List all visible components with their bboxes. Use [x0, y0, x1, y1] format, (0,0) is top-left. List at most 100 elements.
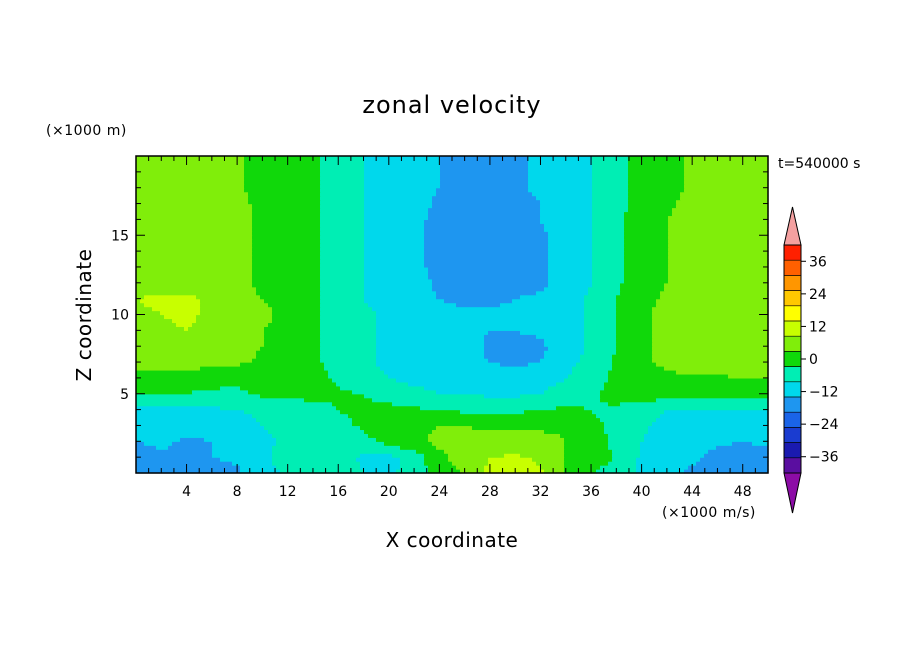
contour-cell	[264, 298, 321, 304]
contour-cell	[320, 346, 377, 351]
contour-cell	[588, 286, 621, 292]
contour-cell	[536, 195, 593, 201]
contour-cell	[616, 314, 653, 320]
contour-cell	[572, 369, 609, 375]
contour-cell	[652, 354, 769, 359]
contour-cell	[584, 342, 617, 347]
contour-cell	[432, 282, 549, 288]
contour-cell	[644, 433, 769, 438]
contour-cell	[440, 175, 529, 181]
contour-cell	[564, 469, 597, 474]
contour-cell	[648, 429, 769, 434]
contour-cell	[604, 385, 769, 391]
contour-cell	[424, 223, 545, 228]
colorbar-band	[784, 397, 801, 413]
contour-cell	[136, 330, 265, 335]
contour-cell	[320, 358, 377, 363]
contour-cell	[472, 425, 605, 431]
contour-cell	[636, 457, 701, 462]
contour-cell	[436, 425, 473, 431]
contour-cell	[584, 346, 617, 351]
contour-cell	[320, 175, 365, 181]
contour-cell	[136, 425, 265, 431]
contour-cell	[364, 191, 437, 197]
contour-cell	[588, 290, 621, 296]
contour-cell	[392, 401, 609, 407]
contour-cell	[136, 362, 241, 367]
contour-cell	[320, 290, 365, 296]
colorbar-band	[784, 321, 801, 337]
contour-cell	[136, 207, 253, 213]
contour-cell	[608, 369, 677, 375]
contour-cell	[332, 377, 397, 383]
contour-cell	[668, 255, 769, 260]
x-tick-label: 12	[279, 484, 297, 500]
contour-cell	[320, 262, 365, 268]
contour-cell	[544, 350, 585, 355]
contour-cell	[524, 409, 593, 415]
y-axis: 5 10 15	[111, 155, 768, 474]
contour-cell	[424, 219, 541, 224]
contour-cell	[244, 163, 321, 169]
contour-cell	[184, 326, 189, 331]
contour-cell	[592, 159, 629, 165]
colorbar: 36 24 12 0 −12 −24 −36	[783, 206, 839, 514]
contour-cell	[136, 381, 337, 387]
contour-cell	[252, 270, 321, 276]
contour-cell	[376, 354, 485, 359]
contour-cell	[424, 235, 549, 240]
contour-cell	[600, 393, 769, 399]
contour-cell	[424, 231, 549, 236]
contour-cell	[540, 207, 593, 213]
contour-cell	[384, 369, 573, 375]
contour-cell	[212, 441, 277, 446]
contour-cell	[564, 457, 613, 462]
contour-cell	[688, 465, 769, 470]
contour-cell	[136, 163, 245, 169]
contour-cell	[556, 381, 605, 387]
contour-cell	[528, 187, 593, 193]
contour-cell	[244, 167, 321, 173]
contour-cell	[212, 445, 273, 450]
contour-cell	[320, 239, 365, 244]
contour-cell	[328, 373, 389, 379]
colorbar-band	[784, 457, 801, 474]
contour-cell	[192, 322, 269, 327]
contour-cell	[136, 465, 241, 470]
contour-cell	[272, 306, 321, 312]
contour-cell	[432, 199, 541, 205]
contour-cell	[672, 211, 769, 217]
contour-cell	[252, 227, 321, 232]
contour-cell	[272, 433, 369, 438]
contour-cell	[252, 274, 321, 280]
contour-cell	[320, 247, 365, 252]
contour-cell	[240, 465, 277, 470]
contour-cell	[488, 358, 541, 363]
contour-cell	[528, 183, 593, 189]
contour-cell	[176, 322, 193, 327]
contour-cell	[136, 171, 245, 177]
contour-cell	[640, 445, 717, 450]
contour-cell	[672, 207, 769, 213]
contour-cell	[592, 235, 625, 240]
contour-cell	[484, 393, 521, 399]
contour-cell	[624, 211, 673, 217]
contour-cell	[684, 179, 769, 185]
contour-cell	[164, 314, 197, 320]
contour-cell	[608, 441, 641, 446]
contour-cell	[252, 235, 321, 240]
contour-cell	[628, 167, 685, 173]
contour-cell	[652, 318, 769, 324]
contour-cell	[364, 207, 429, 213]
contour-cell	[608, 461, 637, 466]
contour-cell	[320, 326, 377, 331]
contour-cell	[540, 465, 565, 470]
contour-cell	[144, 302, 201, 308]
contour-cell	[136, 227, 253, 232]
contour-cell	[320, 282, 365, 288]
contour-cell	[172, 441, 213, 446]
contour-cell	[264, 425, 361, 431]
contour-cell	[684, 171, 769, 177]
contour-cell	[520, 330, 585, 335]
contour-cell	[248, 191, 321, 197]
